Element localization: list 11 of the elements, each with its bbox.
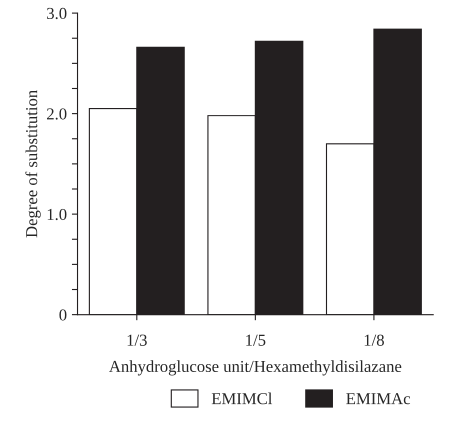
y-tick-label: 0 xyxy=(59,309,66,321)
x-tick-label: 1/3 xyxy=(128,334,147,346)
y-axis-title: Degree of substitution xyxy=(25,90,41,238)
legend-label: EMIMCl xyxy=(212,392,272,404)
legend-label: EMIMAc xyxy=(346,393,410,404)
x-tick-label: 1/8 xyxy=(364,334,384,346)
x-tick-label: 1/5 xyxy=(246,334,266,346)
y-tick-label: 2.0 xyxy=(47,108,66,120)
y-tick-label: 3.0 xyxy=(47,8,66,20)
y-tick-label: 1.0 xyxy=(48,208,66,220)
x-axis-title: Anhydroglucose unit/Hexamethyldisilazane xyxy=(109,360,402,376)
